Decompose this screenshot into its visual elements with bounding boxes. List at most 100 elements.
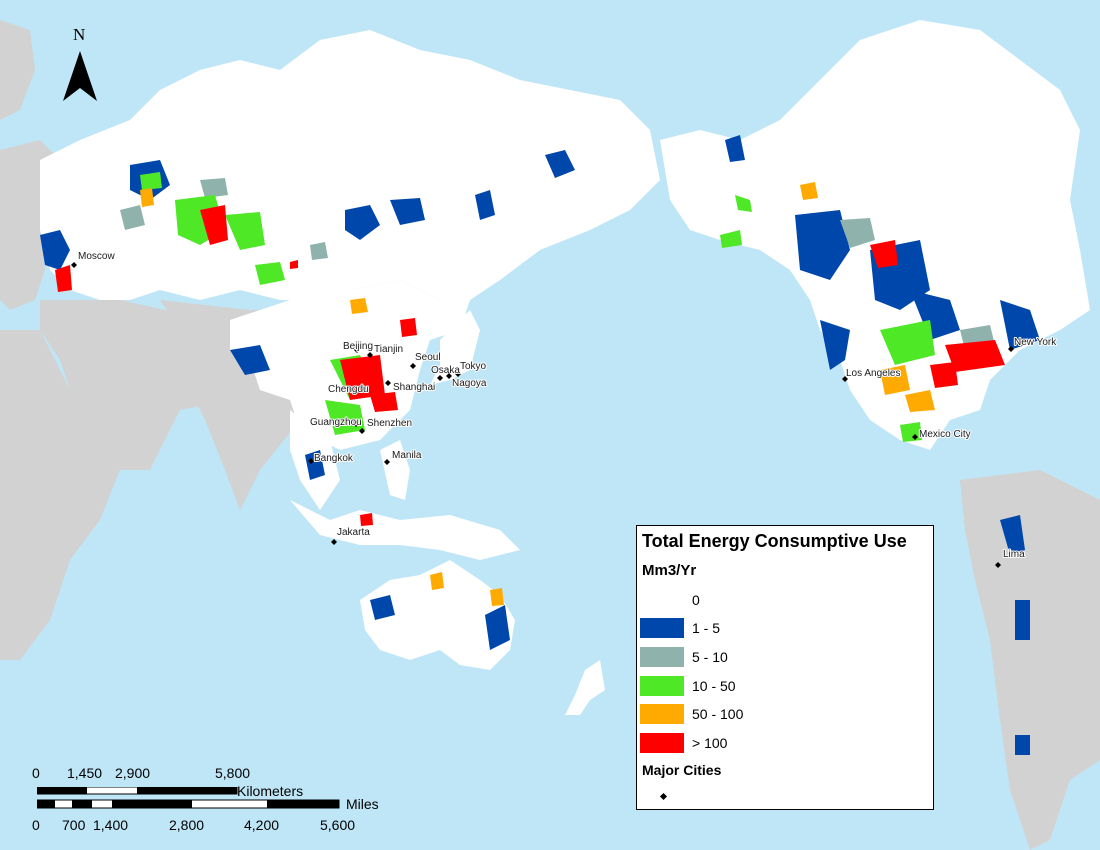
legend-swatch <box>640 676 684 696</box>
scale-mile-unit: Miles <box>346 796 379 812</box>
city-label: Chengdu <box>328 384 369 395</box>
patch <box>230 345 270 375</box>
city-marker <box>384 459 390 465</box>
patch <box>1015 735 1030 755</box>
north-arrow: N <box>60 25 100 105</box>
land-scandinavia <box>0 20 35 120</box>
patch <box>200 205 228 245</box>
patches-1-5 <box>40 135 1040 755</box>
patch <box>795 210 850 280</box>
patches-50-100 <box>140 182 935 606</box>
city-los-angeles: Los Angeles <box>842 367 902 382</box>
city-label: New York <box>1014 337 1057 348</box>
scale-km-tick: 0 <box>32 765 40 781</box>
patch <box>880 320 935 365</box>
city-label: Tokyo <box>460 361 487 372</box>
legend-class-label: 1 - 5 <box>692 620 721 636</box>
patch <box>370 595 395 620</box>
city-lima: Lima <box>995 548 1026 568</box>
city-marker <box>446 373 452 379</box>
patch <box>305 450 325 480</box>
legend-units: Mm3/Yr <box>642 562 697 579</box>
patch <box>905 390 935 412</box>
patch <box>120 205 145 230</box>
patch <box>910 290 960 340</box>
legend-swatch <box>640 590 684 610</box>
legend-title: Total Energy Consumptive Use <box>642 531 907 551</box>
patch <box>325 400 365 435</box>
city-label: Osaka <box>431 365 460 376</box>
patch <box>140 172 162 190</box>
patch <box>820 320 850 370</box>
city-new-york: New York <box>1008 336 1058 352</box>
city-manila: Manila <box>384 449 423 465</box>
patch <box>870 240 898 268</box>
patch <box>140 188 154 207</box>
city-shenzhen: Shenzhen <box>359 417 413 434</box>
patch <box>720 230 742 248</box>
city-label: Los Angeles <box>846 368 901 379</box>
land-australia <box>360 560 515 670</box>
patch <box>370 392 398 412</box>
city-symbol-icon <box>659 792 668 801</box>
city-marker <box>437 375 443 381</box>
patch <box>400 318 417 337</box>
patch <box>255 262 285 285</box>
patch <box>485 605 510 650</box>
legend-class-1-5: 1 - 5 <box>640 618 900 638</box>
land-new-zealand <box>565 660 605 715</box>
legend-class-label: 50 - 100 <box>692 706 744 722</box>
legend-swatch <box>640 618 684 638</box>
scale-mile-tick: 4,200 <box>244 817 280 833</box>
patch <box>290 260 298 269</box>
patch <box>545 150 575 178</box>
scale-mile-tick: 700 <box>62 817 86 833</box>
patch <box>310 242 328 260</box>
patch <box>350 298 368 314</box>
legend-class-label: > 100 <box>692 735 728 751</box>
legend-class-0: 0 <box>640 590 900 610</box>
city-bangkok: Bangkok <box>308 452 355 465</box>
legend-class-10-50: 10 - 50 <box>640 676 900 696</box>
legend-class-label: 5 - 10 <box>692 649 728 665</box>
patch <box>930 362 958 388</box>
city-jakarta: Jakarta <box>331 526 371 545</box>
city-label: Moscow <box>78 251 115 262</box>
city-beijing: Beijing <box>342 340 374 353</box>
city-label: Shenzhen <box>367 418 412 429</box>
city-label: Manila <box>392 450 422 461</box>
legend-swatch <box>640 733 684 753</box>
patch <box>1015 600 1030 640</box>
patch <box>390 198 425 225</box>
scale-km-tick: 2,900 <box>115 765 151 781</box>
patch <box>225 212 265 250</box>
city-marker <box>912 434 918 440</box>
legend-swatch <box>640 647 684 667</box>
city-nagoya: Nagoya <box>446 373 488 390</box>
city-marker <box>842 376 848 382</box>
city-marker <box>1008 346 1014 352</box>
patch <box>945 340 1005 372</box>
legend-class-label: 0 <box>692 592 700 608</box>
city-marker <box>410 363 416 369</box>
city-marker <box>385 380 391 386</box>
city-label: Mexico City <box>919 429 971 440</box>
scale-km-unit: Kilometers <box>237 783 304 799</box>
city-marker <box>367 352 373 358</box>
city-marker <box>308 458 314 464</box>
legend-class-gt-100: > 100 <box>640 733 900 753</box>
city-label: Tianjin <box>374 344 403 355</box>
city-marker <box>354 347 360 353</box>
legend-cities-label: Major Cities <box>642 762 722 778</box>
city-chengdu: Chengdu <box>327 383 370 396</box>
patch <box>430 572 444 590</box>
city-marker <box>353 421 359 427</box>
city-label: Seoul <box>415 352 441 363</box>
scale-mile-tick: 5,600 <box>320 817 356 833</box>
scale-bar: 0 1,450 2,900 5,800 Kilometers Miles 0 7… <box>30 765 379 845</box>
scale-km-tick: 5,800 <box>215 765 251 781</box>
legend-class-50-100: 50 - 100 <box>640 704 900 724</box>
scale-mile-tick: 0 <box>32 817 40 833</box>
legend-class-5-10: 5 - 10 <box>640 647 900 667</box>
